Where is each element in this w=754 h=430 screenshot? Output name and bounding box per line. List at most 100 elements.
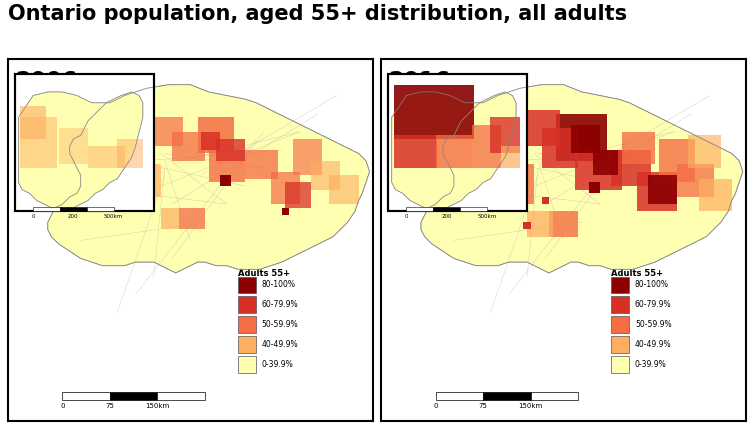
Bar <box>468 176 505 212</box>
Text: 60-79.9%: 60-79.9% <box>262 300 299 308</box>
Bar <box>611 316 630 333</box>
Bar <box>238 316 256 333</box>
Bar <box>59 129 88 165</box>
Bar <box>293 140 322 176</box>
Bar <box>648 176 677 205</box>
Text: Ontario population, aged 55+ distribution, all adults: Ontario population, aged 55+ distributio… <box>8 4 627 24</box>
Bar <box>699 179 732 212</box>
Bar <box>556 114 608 161</box>
Bar <box>501 147 520 169</box>
Bar <box>282 208 289 215</box>
Bar <box>611 337 630 353</box>
Bar <box>483 393 531 400</box>
Bar <box>520 111 560 147</box>
Polygon shape <box>19 93 143 208</box>
Bar <box>60 208 87 212</box>
Bar <box>245 150 278 179</box>
Text: 200: 200 <box>441 213 452 218</box>
Bar <box>99 176 132 205</box>
Text: 80-100%: 80-100% <box>635 280 669 289</box>
Bar <box>406 208 434 212</box>
Bar <box>88 147 124 169</box>
Polygon shape <box>392 93 516 208</box>
Text: 50-59.9%: 50-59.9% <box>262 319 299 329</box>
Bar <box>286 183 311 208</box>
Bar <box>15 75 154 212</box>
Bar <box>611 356 630 373</box>
Bar <box>201 132 219 150</box>
Bar <box>118 132 150 169</box>
Text: 0: 0 <box>32 213 35 218</box>
Bar <box>219 176 231 187</box>
Text: 2016: 2016 <box>388 71 450 91</box>
Bar <box>394 136 437 169</box>
Text: 200: 200 <box>68 213 78 218</box>
Text: 150km: 150km <box>146 402 170 408</box>
Bar <box>611 297 630 313</box>
Bar <box>124 165 161 197</box>
Bar <box>198 118 234 154</box>
Bar <box>523 223 531 230</box>
Text: 0-39.9%: 0-39.9% <box>262 359 293 368</box>
Text: 500km: 500km <box>477 213 496 218</box>
Bar <box>87 208 114 212</box>
Bar <box>172 132 205 161</box>
Bar <box>238 277 256 293</box>
Text: 2006: 2006 <box>15 71 77 91</box>
Bar <box>388 75 527 212</box>
Bar <box>63 393 110 400</box>
Bar <box>238 356 256 373</box>
Bar <box>490 165 535 205</box>
Text: 40-49.9%: 40-49.9% <box>262 339 299 348</box>
Text: 0: 0 <box>60 402 65 408</box>
Text: 0-39.9%: 0-39.9% <box>635 359 667 368</box>
Bar <box>659 140 695 183</box>
Bar <box>688 136 721 169</box>
Bar <box>541 197 549 205</box>
Text: 50-59.9%: 50-59.9% <box>635 319 672 329</box>
Bar <box>388 75 527 212</box>
Bar <box>677 165 713 197</box>
Text: 80-100%: 80-100% <box>262 280 296 289</box>
Bar <box>434 208 460 212</box>
Bar <box>571 125 600 154</box>
Text: 40-49.9%: 40-49.9% <box>635 339 672 348</box>
Bar <box>118 140 143 169</box>
Bar <box>483 132 527 176</box>
Bar <box>179 208 205 230</box>
Bar <box>33 208 60 212</box>
Bar <box>472 125 501 169</box>
Text: 0: 0 <box>434 402 438 408</box>
Bar <box>161 208 179 230</box>
Text: 150km: 150km <box>519 402 543 408</box>
Bar <box>329 176 359 205</box>
Bar <box>436 393 483 400</box>
Bar <box>271 172 300 205</box>
Polygon shape <box>421 86 743 273</box>
Bar <box>238 337 256 353</box>
Bar <box>20 107 46 140</box>
Text: 75: 75 <box>479 402 488 408</box>
Text: 0: 0 <box>405 213 408 218</box>
Bar <box>611 150 651 187</box>
Bar <box>636 172 677 212</box>
Bar <box>15 75 154 212</box>
Bar <box>20 118 57 169</box>
Text: 60-79.9%: 60-79.9% <box>635 300 672 308</box>
Bar <box>110 393 158 400</box>
Bar <box>311 161 340 190</box>
Bar <box>394 86 474 140</box>
Text: 500km: 500km <box>104 213 123 218</box>
Bar <box>549 212 578 237</box>
Text: 75: 75 <box>106 402 115 408</box>
Text: Adults 55+: Adults 55+ <box>611 268 664 277</box>
Bar <box>460 208 487 212</box>
Bar <box>622 132 655 165</box>
Bar <box>541 129 578 169</box>
Bar <box>575 150 622 190</box>
Bar <box>216 140 245 161</box>
Bar <box>589 183 600 194</box>
Bar <box>531 393 578 400</box>
Bar <box>238 297 256 313</box>
Polygon shape <box>48 86 369 273</box>
